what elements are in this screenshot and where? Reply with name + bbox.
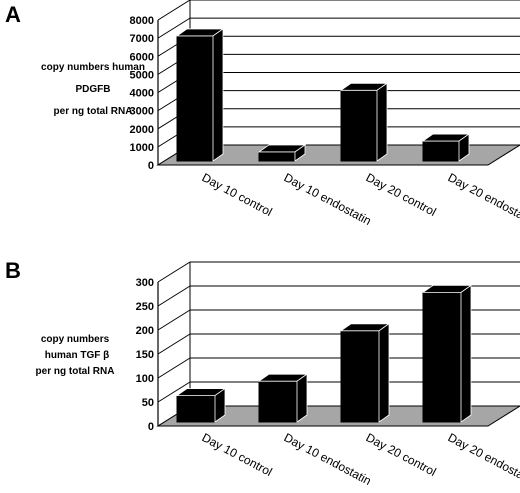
y-tick-label: 6000 — [130, 51, 154, 63]
y-tick-label: 300 — [136, 277, 154, 289]
y-tick-label: 250 — [136, 301, 154, 313]
y-tick-label: 5000 — [130, 69, 154, 81]
grid-lines — [157, 0, 520, 166]
y-axis-label-line: copy numbers — [41, 334, 110, 345]
x-category-label: Day 10 control — [200, 430, 275, 479]
panel-letter: A — [5, 2, 21, 27]
x-category-label: Day 10 endostatin — [282, 170, 374, 228]
y-tick-label: 50 — [142, 397, 154, 409]
x-category-label: Day 20 control — [364, 430, 439, 479]
grid-depth-line — [157, 357, 191, 379]
x-category-label: Day 10 control — [200, 170, 275, 219]
panel-letter: B — [5, 258, 21, 283]
y-axis-label-line: per ng total RNA — [36, 366, 115, 377]
y-axis-label-line: per ng total RNA — [54, 106, 133, 117]
y-tick-label: 1000 — [130, 142, 154, 154]
y-axis-label-line: PDGFB — [76, 84, 111, 95]
y-axis-ticks: 0 50 100 150 200 250 300 — [136, 277, 154, 433]
bar — [421, 284, 473, 423]
bar — [339, 82, 389, 162]
bar — [421, 133, 471, 162]
chart-panel-b: B copy numbers human TGF β per ng total … — [5, 258, 520, 488]
y-tick-label: 2000 — [130, 124, 154, 136]
y-tick-label: 0 — [148, 421, 154, 433]
y-tick-label: 0 — [148, 160, 154, 172]
grid-depth-line — [157, 285, 191, 307]
bar — [175, 28, 225, 162]
grid-depth-line — [157, 309, 191, 331]
x-category-label: Day 10 endostatin — [282, 430, 374, 488]
y-tick-label: 8000 — [130, 15, 154, 27]
y-axis-label-line: human TGF β — [45, 350, 109, 361]
grid-depth-line — [157, 0, 191, 21]
y-tick-label: 4000 — [130, 88, 154, 100]
bar — [339, 323, 391, 423]
y-tick-label: 100 — [136, 373, 154, 385]
chart-panel-a: A copy numbers human PDGFB per ng total … — [5, 0, 520, 228]
grid-depth-line — [157, 17, 191, 39]
bar — [257, 144, 307, 162]
y-tick-label: 150 — [136, 349, 154, 361]
y-axis-ticks: 0 1000 2000 3000 4000 5000 6000 7000 8000 — [130, 15, 154, 172]
x-category-label: Day 20 control — [364, 170, 439, 219]
bars — [175, 284, 473, 423]
y-tick-label: 3000 — [130, 106, 154, 118]
y-tick-label: 200 — [136, 325, 154, 337]
grid-depth-line — [157, 381, 191, 403]
y-tick-label: 7000 — [130, 33, 154, 45]
x-category-label: Day 20 endostatin — [446, 170, 520, 228]
bar — [257, 373, 309, 423]
bars — [175, 28, 471, 162]
grid-depth-line — [157, 333, 191, 355]
y-axis-label-line: copy numbers human — [41, 62, 145, 73]
grid-depth-line — [157, 261, 191, 283]
x-category-label: Day 20 endostatin — [446, 430, 520, 488]
bar — [175, 387, 227, 423]
